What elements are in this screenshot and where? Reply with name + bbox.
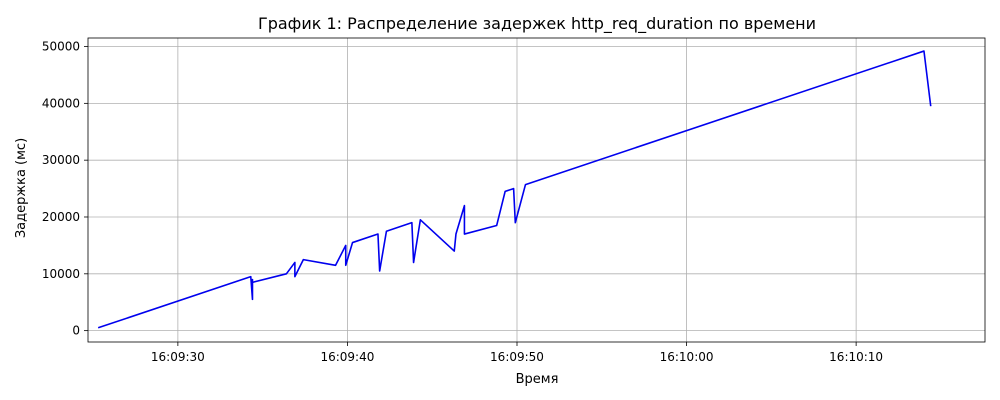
series-line (97, 50, 932, 329)
plot-frame (87, 37, 986, 343)
grid-lines (88, 38, 985, 342)
y-axis-label: Задержка (мс) (14, 138, 29, 238)
x-tick-label: 16:10:00 (660, 350, 714, 364)
y-tick-label: 30000 (42, 153, 80, 167)
x-tick-label: 16:09:30 (151, 350, 205, 364)
y-tick-label: 50000 (42, 40, 80, 54)
y-tick-label: 40000 (42, 96, 80, 110)
x-tick-label: 16:09:50 (490, 350, 544, 364)
chart-title: График 1: Распределение задержек http_re… (258, 14, 816, 34)
y-tick-label: 20000 (42, 210, 80, 224)
y-tick-label: 0 (72, 324, 80, 338)
series-layer (97, 50, 932, 329)
x-tick-label: 16:10:10 (829, 350, 883, 364)
y-tick-label: 10000 (42, 267, 80, 281)
x-tick-label: 16:09:40 (320, 350, 374, 364)
axes: 16:09:30 16:09:40 16:09:50 16:10:00 16:10:10… (42, 37, 986, 364)
x-axis-label: Время (516, 372, 559, 387)
